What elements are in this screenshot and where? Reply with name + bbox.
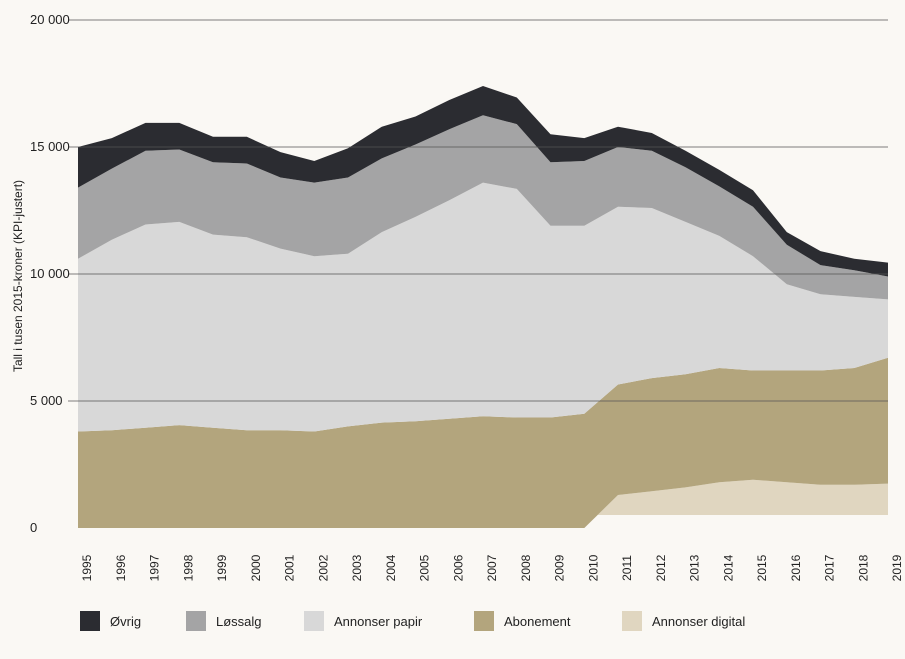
x-tick-label: 2014: [721, 554, 735, 581]
x-tick-label: 2002: [316, 554, 330, 581]
legend-swatch: [304, 611, 324, 631]
x-axis-ticks: 1995 1996 1997 1998 1999 2000 2001 2002 2003 2004…: [80, 554, 904, 581]
x-tick-label: 2009: [553, 554, 567, 581]
y-tick-label: 15 000: [30, 139, 70, 154]
x-tick-label: 2008: [519, 554, 533, 581]
gridlines: [68, 19, 888, 402]
x-tick-label: 2010: [586, 554, 600, 581]
y-tick-label: 5 000: [30, 393, 63, 408]
x-tick-label: 2012: [654, 554, 668, 581]
x-tick-label: 2004: [384, 554, 398, 581]
x-tick-label: 1995: [80, 554, 94, 581]
legend-label: Annonser papir: [334, 613, 423, 629]
x-tick-label: 2003: [350, 554, 364, 581]
y-tick-label: 10 000: [30, 266, 70, 281]
x-tick-label: 2015: [755, 554, 769, 581]
x-tick-label: 1997: [148, 554, 162, 581]
x-tick-label: 2011: [620, 555, 634, 581]
legend-item-annonser-papir: Annonser papir: [304, 611, 474, 631]
y-axis-ticks: 0 5 000 10 000 15 000 20 000: [30, 12, 70, 535]
legend-label: Abonement: [504, 613, 571, 629]
x-tick-label: 2000: [249, 554, 263, 581]
x-tick-label: 1999: [215, 554, 229, 581]
x-tick-label: 2018: [856, 554, 870, 581]
area--vrig: [78, 86, 888, 277]
legend-label: Løssalg: [216, 613, 262, 629]
area-abonement: [78, 357, 888, 528]
legend-swatch: [186, 611, 206, 631]
legend-label: Øvrig: [110, 613, 142, 629]
legend-item-annonser-digital: Annonser digital: [622, 611, 782, 631]
legend-swatch: [622, 611, 642, 631]
x-tick-label: 2019: [890, 554, 904, 581]
y-tick-label: 0: [30, 520, 37, 535]
legend-swatch: [474, 611, 494, 631]
x-tick-label: 2017: [823, 554, 837, 581]
legend-item-lossalg: Løssalg: [186, 611, 304, 631]
legend-swatch: [80, 611, 100, 631]
y-axis-label: Tall i tusen 2015-kroner (KPI-justert): [11, 180, 25, 372]
legend-item-ovrig: Øvrig: [80, 611, 186, 631]
x-tick-label: 2013: [688, 554, 702, 581]
x-tick-label: 2006: [451, 554, 465, 581]
x-tick-label: 2007: [485, 554, 499, 581]
x-tick-label: 2001: [283, 554, 297, 581]
y-tick-label: 20 000: [30, 12, 70, 27]
area-annonser-papir: [78, 182, 888, 432]
x-tick-label: 2016: [789, 554, 803, 581]
legend: Øvrig Løssalg Annonser papir Abonement A…: [80, 609, 782, 633]
legend-label: Annonser digital: [652, 613, 746, 629]
x-tick-label: 2005: [418, 554, 432, 581]
legend-item-abonement: Abonement: [474, 611, 622, 631]
x-tick-label: 1998: [181, 554, 195, 581]
areas-layer: [78, 86, 888, 528]
x-tick-label: 1996: [114, 554, 128, 581]
area-l-ssalg: [78, 115, 888, 300]
